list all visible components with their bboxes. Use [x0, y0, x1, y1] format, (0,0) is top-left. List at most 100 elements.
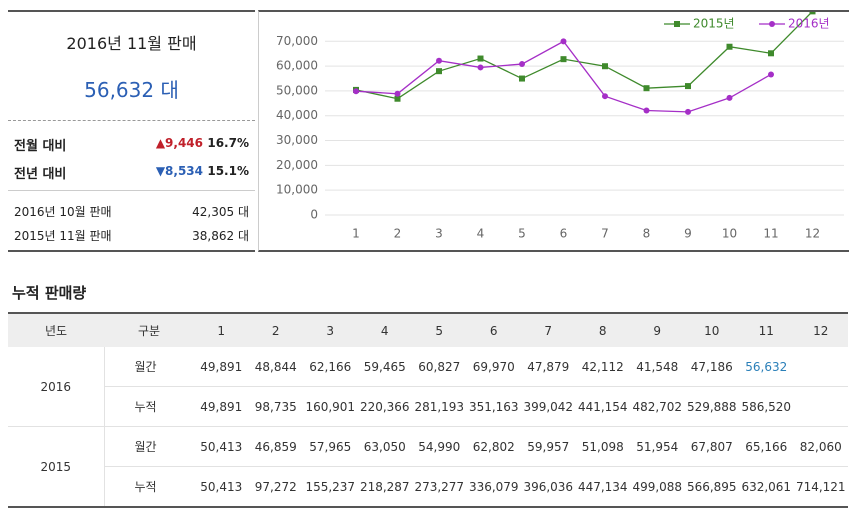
chart: 0 10,000 20,000 30,000 40,000 50,000 60,000 70,… [276, 12, 844, 241]
empty-cell [793, 347, 848, 387]
value-cell: 218,287 [357, 466, 412, 508]
point [560, 38, 567, 45]
table-row: 2015 월간 50,413 46,859 57,965 63,050 54,990 62,8… [8, 426, 848, 508]
point [685, 83, 691, 90]
point [602, 93, 608, 100]
comparison-pct: 15.1% [207, 164, 249, 178]
plot [353, 12, 816, 115]
legend-label: 2016년 [788, 17, 830, 31]
value-cell: 49,891 [194, 347, 249, 387]
value-cell: 41,548 [630, 347, 685, 387]
value-cell: 98,735 [248, 386, 303, 427]
kind-cell: 누적 [104, 466, 194, 508]
value-cell: 47,879 [521, 347, 576, 387]
point [602, 63, 608, 70]
summary-total: 56,632 대 [84, 78, 179, 102]
value-cell: 441,154 [575, 386, 630, 427]
x-tick-label: 11 [763, 227, 778, 241]
point [353, 88, 359, 95]
value-cell: 160,901 [303, 386, 358, 427]
y-tick-label: 20,000 [276, 158, 318, 172]
table-row: 누적 49,891 98,735 160,901 220,366 281,193 351,1… [8, 386, 848, 427]
x-tick-label: 2 [394, 227, 402, 241]
value-cell: 632,061 [739, 466, 794, 508]
chart-panel: 0 10,000 20,000 30,000 40,000 50,000 60,000 70,… [258, 10, 849, 252]
x-tick-label: 4 [477, 227, 485, 241]
point [436, 57, 442, 64]
value-cell: 396,036 [521, 466, 576, 508]
value-cell: 65,166 [739, 426, 794, 467]
y-tick-label: 70,000 [276, 34, 318, 48]
point [643, 107, 650, 114]
divider [8, 120, 255, 121]
x-tick-label: 8 [643, 227, 651, 241]
point [477, 55, 484, 62]
kind-cell: 월간 [104, 426, 194, 467]
value-cell: 51,098 [575, 426, 630, 467]
value-cell: 47,186 [684, 347, 739, 387]
section-title: 누적 판매량 [12, 284, 87, 302]
legend-marker [674, 21, 680, 27]
detail-label: 2016년 10월 판매 [14, 205, 112, 219]
y-tick-label: 0 [310, 208, 318, 222]
value-cell: 48,844 [248, 347, 303, 387]
kind-cell: 월간 [104, 347, 194, 387]
detail-label: 2015년 11월 판매 [14, 229, 112, 243]
legend-marker [769, 21, 775, 27]
value-cell: 63,050 [357, 426, 412, 467]
header-cell: 2 [248, 313, 303, 347]
value-cell: 273,277 [412, 466, 467, 508]
table-row: 누적 50,413 97,272 155,237 218,287 273,277 336,0… [8, 466, 848, 508]
value-cell: 447,134 [575, 466, 630, 508]
series-line [355, 40, 772, 113]
header-cell: 10 [684, 313, 739, 347]
point [726, 43, 733, 50]
value-cell: 281,193 [412, 386, 467, 427]
x-tick-label: 12 [805, 227, 820, 241]
value-cell: 42,112 [575, 347, 630, 387]
value-cell: 50,413 [194, 466, 249, 508]
value-cell: 69,970 [466, 347, 521, 387]
y-tick-label: 50,000 [276, 83, 318, 97]
y-tick-label: 60,000 [276, 59, 318, 73]
point [768, 50, 774, 57]
header-cell: 년도 [8, 313, 104, 347]
value-cell: 399,042 [521, 386, 576, 427]
header-cell: 6 [466, 313, 521, 347]
x-tick-label: 6 [560, 227, 568, 241]
value-cell: 67,807 [684, 426, 739, 467]
year-cell: 2016 [8, 347, 105, 427]
point [519, 75, 525, 82]
value-cell: 529,888 [684, 386, 739, 427]
point [519, 61, 525, 68]
value-cell: 155,237 [303, 466, 358, 508]
summary-panel: 2016년 11월 판매 56,632 대 전월 대비 ▲9,446 16.7%… [8, 10, 255, 252]
value-cell: 82,060 [793, 426, 848, 467]
value-cell: 62,166 [303, 347, 358, 387]
point [436, 68, 442, 75]
value-cell: 57,965 [303, 426, 358, 467]
point [477, 64, 484, 71]
value-cell: 499,088 [630, 466, 685, 508]
value-cell: 59,465 [357, 347, 412, 387]
comparison-pct: 16.7% [207, 136, 249, 150]
point [726, 94, 733, 101]
y-tick-label: 30,000 [276, 133, 318, 147]
value-cell: 62,802 [466, 426, 521, 467]
value-cell: 714,121 [793, 466, 848, 508]
value-cell: 97,272 [248, 466, 303, 508]
x-tick-label: 10 [722, 227, 737, 241]
header-row: 년도 구분 1 2 3 4 5 6 7 8 9 10 11 12 [8, 313, 848, 347]
value-cell: 54,990 [412, 426, 467, 467]
y-tick-label: 10,000 [276, 183, 318, 197]
value-cell: 336,079 [466, 466, 521, 508]
header-cell: 1 [194, 313, 249, 347]
series-line [355, 12, 813, 100]
x-tick-label: 7 [601, 227, 609, 241]
empty-cell [793, 386, 848, 427]
value-cell: 49,891 [194, 386, 249, 427]
sales-table: 년도 구분 1 2 3 4 5 6 7 8 9 10 11 12 2016 월간 49,891 48,844 62,… [8, 312, 848, 508]
x-tick-label: 1 [352, 227, 360, 241]
value-cell: 482,702 [630, 386, 685, 427]
